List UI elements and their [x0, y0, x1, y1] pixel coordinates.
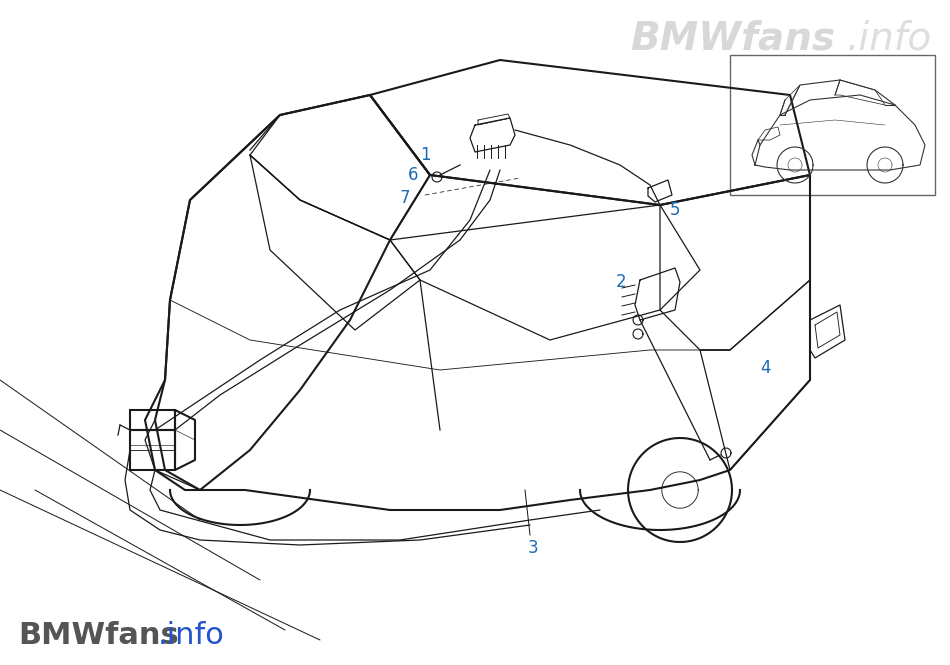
Text: 7: 7	[400, 189, 410, 207]
Text: 4: 4	[760, 359, 770, 377]
Text: BMWfans: BMWfans	[18, 620, 179, 650]
Text: 5: 5	[670, 201, 680, 219]
Text: BMWfans: BMWfans	[630, 19, 835, 57]
Text: .info: .info	[158, 620, 225, 650]
Text: 2: 2	[616, 273, 627, 291]
Bar	[730, 55, 935, 195]
Text: .info: .info	[847, 19, 932, 57]
Text: 3: 3	[528, 539, 539, 557]
Text: 1: 1	[420, 146, 430, 164]
Text: 6: 6	[408, 166, 419, 184]
